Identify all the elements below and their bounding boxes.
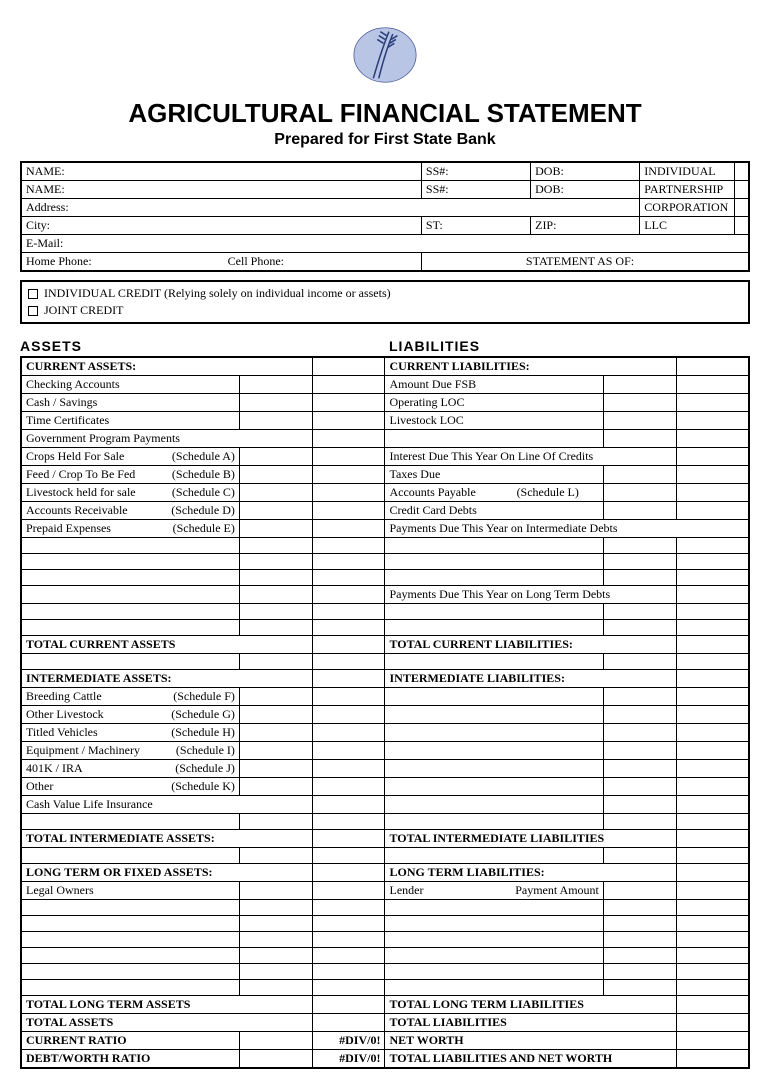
name-field-1[interactable]: NAME: <box>21 162 421 181</box>
dob-field-1[interactable]: DOB: <box>531 162 640 181</box>
individual-credit-label: INDIVIDUAL CREDIT (Relying solely on ind… <box>44 286 391 300</box>
longterm-liab-hdr: LONG TERM LIABILITIES: <box>385 864 676 882</box>
type-partnership: PARTNERSHIP <box>640 181 735 199</box>
zip-field[interactable]: ZIP: <box>531 217 640 235</box>
net-worth: NET WORTH <box>385 1032 676 1050</box>
current-ratio-label: CURRENT RATIO <box>21 1032 239 1050</box>
name-field-2[interactable]: NAME: <box>21 181 421 199</box>
current-assets-hdr: CURRENT ASSETS: <box>21 357 312 376</box>
ledger-table: CURRENT ASSETS: CURRENT LIABILITIES: Che… <box>20 356 750 1069</box>
type-llc: LLC <box>640 217 735 235</box>
state-field[interactable]: ST: <box>421 217 530 235</box>
type-individual-check[interactable] <box>734 162 749 181</box>
city-field[interactable]: City: <box>21 217 421 235</box>
debt-worth-ratio-label: DEBT/WORTH RATIO <box>21 1050 239 1069</box>
total-longterm-liab: TOTAL LONG TERM LIABILITIES <box>385 996 676 1014</box>
type-corporation-check[interactable] <box>734 199 749 217</box>
statement-date-field[interactable]: STATEMENT AS OF: <box>421 253 749 272</box>
liabilities-heading: LIABILITIES <box>381 338 750 354</box>
intermediate-liab-hdr: INTERMEDIATE LIABILITIES: <box>385 670 676 688</box>
current-ratio-value: #DIV/0! <box>312 1032 385 1050</box>
ssn-field-1[interactable]: SS#: <box>421 162 530 181</box>
header-table: NAME: SS#: DOB: INDIVIDUAL NAME: SS#: DO… <box>20 161 750 272</box>
ssn-field-2[interactable]: SS#: <box>421 181 530 199</box>
page-subtitle: Prepared for First State Bank <box>20 131 750 149</box>
home-phone-field[interactable]: Home Phone: Cell Phone: <box>21 253 421 272</box>
total-longterm-assets: TOTAL LONG TERM ASSETS <box>21 996 312 1014</box>
total-liab: TOTAL LIABILITIES <box>385 1014 676 1032</box>
page-title: AGRICULTURAL FINANCIAL STATEMENT <box>20 98 750 129</box>
joint-credit-check[interactable] <box>28 306 38 316</box>
total-current-liab: TOTAL CURRENT LIABILITIES: <box>385 636 676 654</box>
total-liab-networth: TOTAL LIABILITIES AND NET WORTH <box>385 1050 676 1069</box>
total-assets: TOTAL ASSETS <box>21 1014 312 1032</box>
total-intermediate-assets: TOTAL INTERMEDIATE ASSETS: <box>21 830 312 848</box>
longterm-assets-hdr: LONG TERM OR FIXED ASSETS: <box>21 864 312 882</box>
assets-heading: ASSETS <box>20 338 381 354</box>
asset-row: Checking Accounts <box>21 376 239 394</box>
debt-worth-ratio-value: #DIV/0! <box>312 1050 385 1069</box>
email-field[interactable]: E-Mail: <box>21 235 749 253</box>
total-current-assets: TOTAL CURRENT ASSETS <box>21 636 312 654</box>
individual-credit-check[interactable] <box>28 289 38 299</box>
credit-type-box: INDIVIDUAL CREDIT (Relying solely on ind… <box>20 280 750 324</box>
type-llc-check[interactable] <box>734 217 749 235</box>
address-field[interactable]: Address: <box>21 199 640 217</box>
wheat-logo <box>345 20 425 90</box>
dob-field-2[interactable]: DOB: <box>531 181 640 199</box>
type-individual: INDIVIDUAL <box>640 162 735 181</box>
joint-credit-label: JOINT CREDIT <box>44 303 123 317</box>
current-liab-hdr: CURRENT LIABILITIES: <box>385 357 676 376</box>
type-corporation: CORPORATION <box>640 199 735 217</box>
total-intermediate-liab: TOTAL INTERMEDIATE LIABILITIES <box>385 830 676 848</box>
type-partnership-check[interactable] <box>734 181 749 199</box>
liab-row: Amount Due FSB <box>385 376 603 394</box>
intermediate-assets-hdr: INTERMEDIATE ASSETS: <box>21 670 312 688</box>
